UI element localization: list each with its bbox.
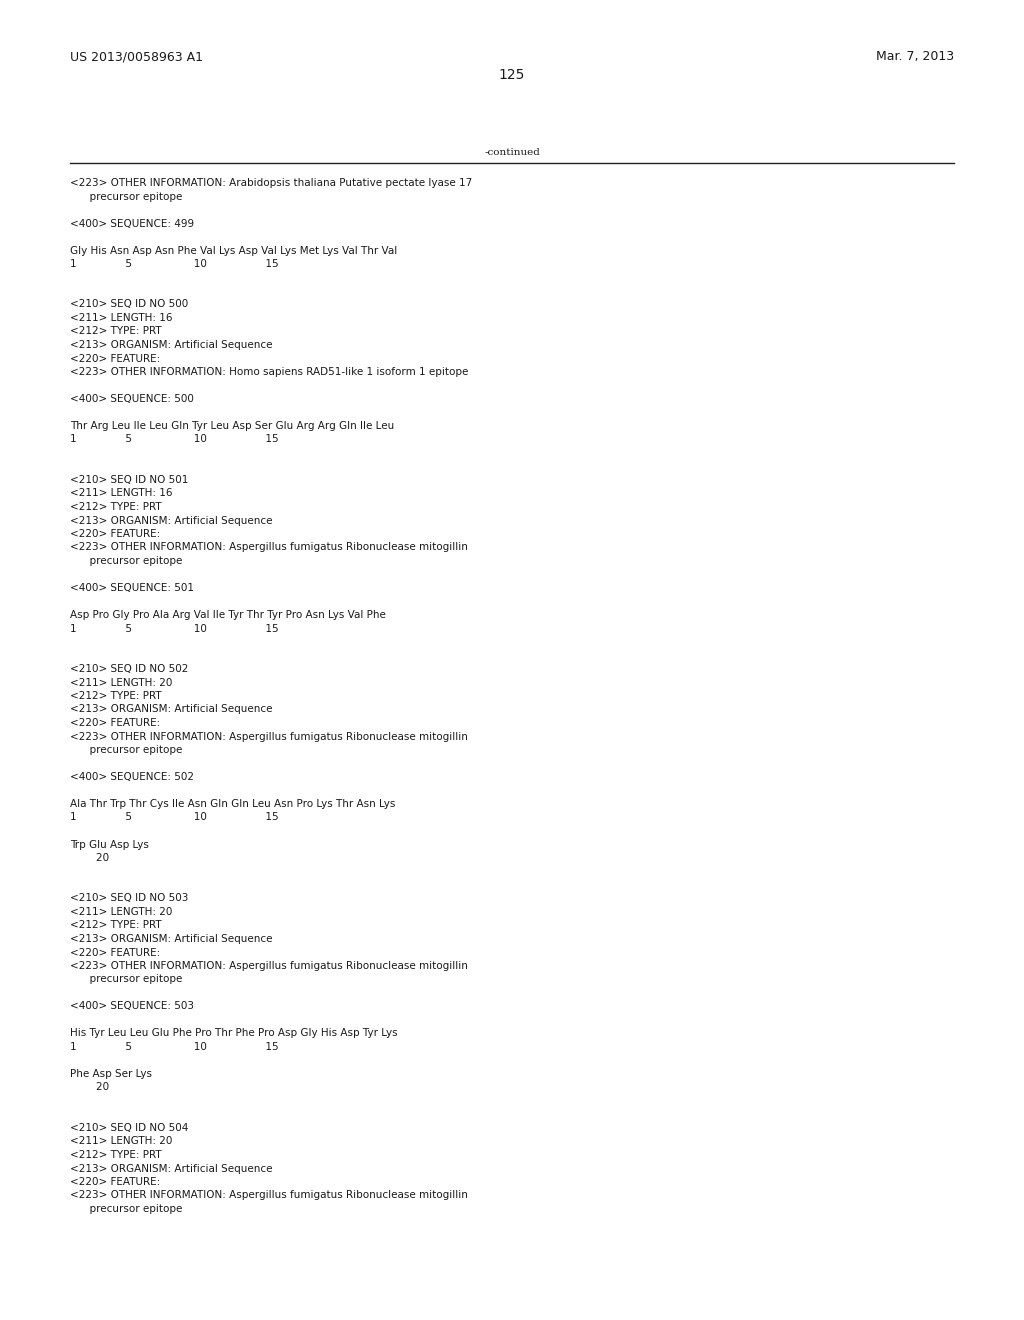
Text: <211> LENGTH: 20: <211> LENGTH: 20: [70, 1137, 172, 1147]
Text: <223> OTHER INFORMATION: Arabidopsis thaliana Putative pectate lyase 17: <223> OTHER INFORMATION: Arabidopsis tha…: [70, 178, 472, 187]
Text: <400> SEQUENCE: 499: <400> SEQUENCE: 499: [70, 219, 194, 228]
Text: <212> TYPE: PRT: <212> TYPE: PRT: [70, 502, 161, 512]
Text: Trp Glu Asp Lys: Trp Glu Asp Lys: [70, 840, 148, 850]
Text: 1               5                   10                  15: 1 5 10 15: [70, 434, 279, 445]
Text: 1               5                   10                  15: 1 5 10 15: [70, 1041, 279, 1052]
Text: <400> SEQUENCE: 503: <400> SEQUENCE: 503: [70, 1002, 194, 1011]
Text: US 2013/0058963 A1: US 2013/0058963 A1: [70, 50, 203, 63]
Text: Asp Pro Gly Pro Ala Arg Val Ile Tyr Thr Tyr Pro Asn Lys Val Phe: Asp Pro Gly Pro Ala Arg Val Ile Tyr Thr …: [70, 610, 385, 620]
Text: 20: 20: [70, 1082, 109, 1093]
Text: 20: 20: [70, 853, 109, 863]
Text: <220> FEATURE:: <220> FEATURE:: [70, 718, 160, 729]
Text: <213> ORGANISM: Artificial Sequence: <213> ORGANISM: Artificial Sequence: [70, 341, 272, 350]
Text: <210> SEQ ID NO 502: <210> SEQ ID NO 502: [70, 664, 188, 675]
Text: <210> SEQ ID NO 504: <210> SEQ ID NO 504: [70, 1123, 188, 1133]
Text: His Tyr Leu Leu Glu Phe Pro Thr Phe Pro Asp Gly His Asp Tyr Lys: His Tyr Leu Leu Glu Phe Pro Thr Phe Pro …: [70, 1028, 397, 1039]
Text: <210> SEQ ID NO 501: <210> SEQ ID NO 501: [70, 475, 188, 484]
Text: <211> LENGTH: 20: <211> LENGTH: 20: [70, 907, 172, 917]
Text: <212> TYPE: PRT: <212> TYPE: PRT: [70, 1150, 161, 1160]
Text: <213> ORGANISM: Artificial Sequence: <213> ORGANISM: Artificial Sequence: [70, 516, 272, 525]
Text: precursor epitope: precursor epitope: [70, 556, 182, 566]
Text: precursor epitope: precursor epitope: [70, 744, 182, 755]
Text: Phe Asp Ser Lys: Phe Asp Ser Lys: [70, 1069, 152, 1078]
Text: <223> OTHER INFORMATION: Aspergillus fumigatus Ribonuclease mitogillin: <223> OTHER INFORMATION: Aspergillus fum…: [70, 543, 468, 553]
Text: precursor epitope: precursor epitope: [70, 1204, 182, 1214]
Text: Gly His Asn Asp Asn Phe Val Lys Asp Val Lys Met Lys Val Thr Val: Gly His Asn Asp Asn Phe Val Lys Asp Val …: [70, 246, 397, 256]
Text: <210> SEQ ID NO 500: <210> SEQ ID NO 500: [70, 300, 187, 309]
Text: 1               5                   10                  15: 1 5 10 15: [70, 259, 279, 269]
Text: <211> LENGTH: 16: <211> LENGTH: 16: [70, 488, 172, 499]
Text: <213> ORGANISM: Artificial Sequence: <213> ORGANISM: Artificial Sequence: [70, 1163, 272, 1173]
Text: -continued: -continued: [484, 148, 540, 157]
Text: <220> FEATURE:: <220> FEATURE:: [70, 948, 160, 957]
Text: <213> ORGANISM: Artificial Sequence: <213> ORGANISM: Artificial Sequence: [70, 705, 272, 714]
Text: <220> FEATURE:: <220> FEATURE:: [70, 529, 160, 539]
Text: <211> LENGTH: 16: <211> LENGTH: 16: [70, 313, 172, 323]
Text: <223> OTHER INFORMATION: Homo sapiens RAD51-like 1 isoform 1 epitope: <223> OTHER INFORMATION: Homo sapiens RA…: [70, 367, 468, 378]
Text: 1               5                   10                  15: 1 5 10 15: [70, 813, 279, 822]
Text: <212> TYPE: PRT: <212> TYPE: PRT: [70, 326, 161, 337]
Text: precursor epitope: precursor epitope: [70, 191, 182, 202]
Text: precursor epitope: precursor epitope: [70, 974, 182, 985]
Text: <223> OTHER INFORMATION: Aspergillus fumigatus Ribonuclease mitogillin: <223> OTHER INFORMATION: Aspergillus fum…: [70, 961, 468, 972]
Text: <213> ORGANISM: Artificial Sequence: <213> ORGANISM: Artificial Sequence: [70, 935, 272, 944]
Text: <400> SEQUENCE: 502: <400> SEQUENCE: 502: [70, 772, 194, 781]
Text: <223> OTHER INFORMATION: Aspergillus fumigatus Ribonuclease mitogillin: <223> OTHER INFORMATION: Aspergillus fum…: [70, 1191, 468, 1200]
Text: <400> SEQUENCE: 501: <400> SEQUENCE: 501: [70, 583, 194, 593]
Text: <212> TYPE: PRT: <212> TYPE: PRT: [70, 690, 161, 701]
Text: <210> SEQ ID NO 503: <210> SEQ ID NO 503: [70, 894, 188, 903]
Text: 1               5                   10                  15: 1 5 10 15: [70, 623, 279, 634]
Text: Mar. 7, 2013: Mar. 7, 2013: [877, 50, 954, 63]
Text: 125: 125: [499, 69, 525, 82]
Text: <220> FEATURE:: <220> FEATURE:: [70, 354, 160, 363]
Text: <223> OTHER INFORMATION: Aspergillus fumigatus Ribonuclease mitogillin: <223> OTHER INFORMATION: Aspergillus fum…: [70, 731, 468, 742]
Text: <400> SEQUENCE: 500: <400> SEQUENCE: 500: [70, 393, 194, 404]
Text: Thr Arg Leu Ile Leu Gln Tyr Leu Asp Ser Glu Arg Arg Gln Ile Leu: Thr Arg Leu Ile Leu Gln Tyr Leu Asp Ser …: [70, 421, 394, 432]
Text: <220> FEATURE:: <220> FEATURE:: [70, 1177, 160, 1187]
Text: Ala Thr Trp Thr Cys Ile Asn Gln Gln Leu Asn Pro Lys Thr Asn Lys: Ala Thr Trp Thr Cys Ile Asn Gln Gln Leu …: [70, 799, 395, 809]
Text: <212> TYPE: PRT: <212> TYPE: PRT: [70, 920, 161, 931]
Text: <211> LENGTH: 20: <211> LENGTH: 20: [70, 677, 172, 688]
